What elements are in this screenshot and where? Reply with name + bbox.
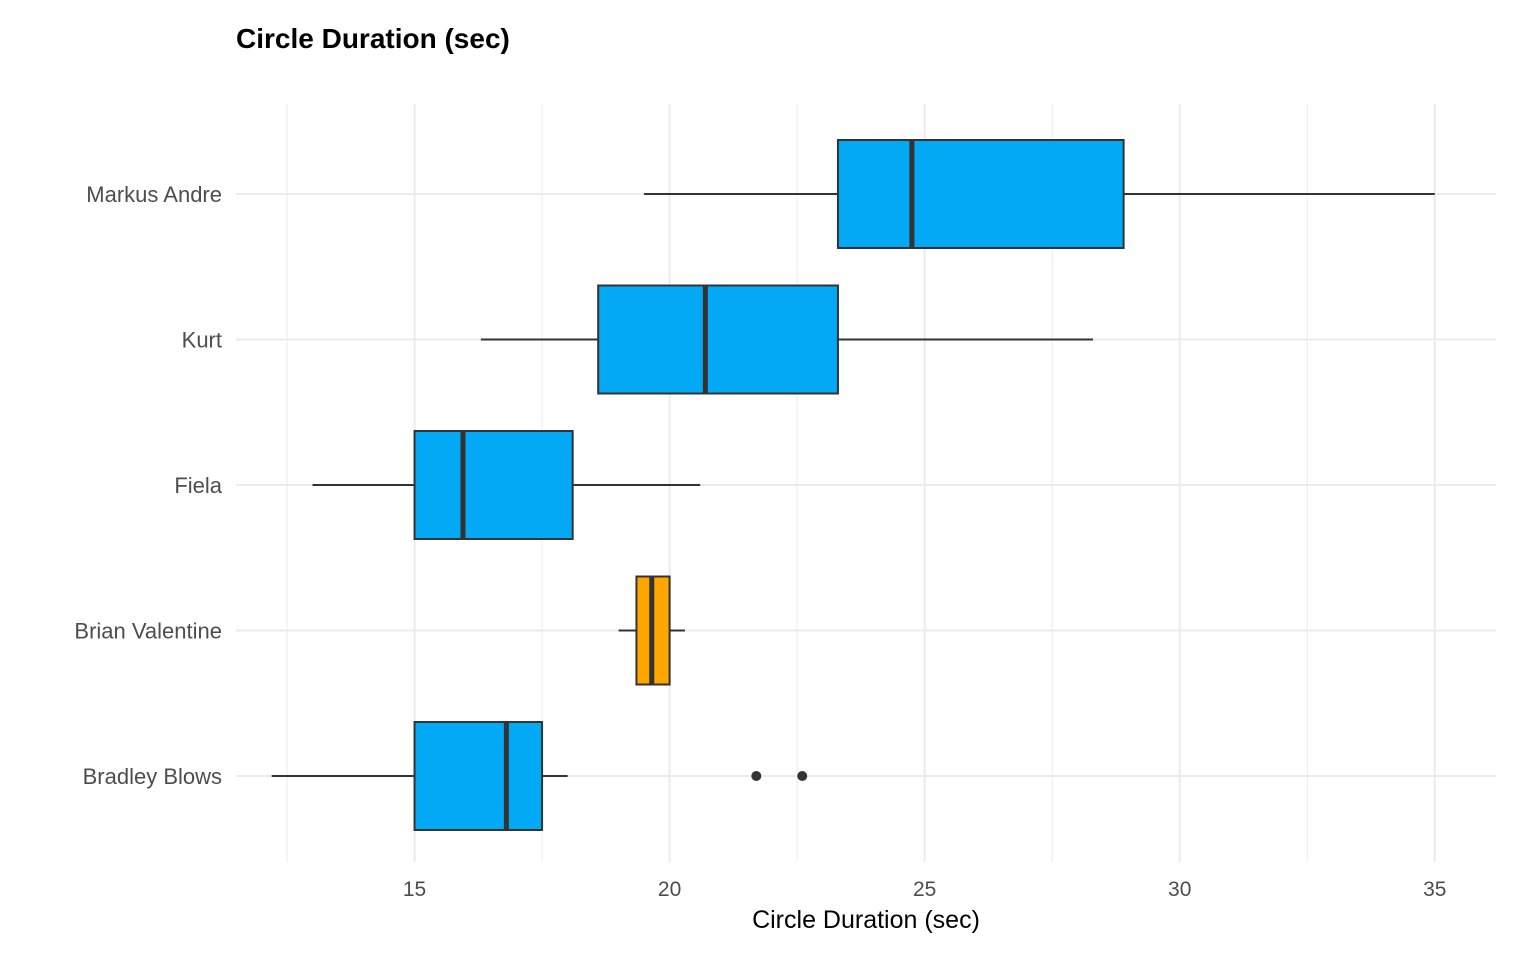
x-tick-label: 35	[1423, 878, 1446, 901]
x-tick-label: 25	[913, 878, 936, 901]
plot-area	[271, 139, 1435, 831]
boxplot-brian-valentine	[618, 575, 685, 686]
y-category-label: Kurt	[182, 328, 222, 353]
box	[597, 284, 839, 395]
y-category-label: Fiela	[174, 473, 222, 498]
boxplot-bradley-blows	[271, 721, 808, 831]
x-axis-ticks: 15 20 25 30 35	[403, 878, 1447, 901]
boxplot-markus-andre	[644, 139, 1435, 249]
chart-title: Circle Duration (sec)	[236, 23, 510, 54]
outlier-point	[751, 771, 762, 781]
boxplot-kurt	[480, 284, 1094, 395]
y-category-label: Markus Andre	[86, 182, 222, 207]
box	[836, 139, 1125, 249]
y-axis-labels: Bradley Blows Brian Valentine Fiela Kurt Mar…	[74, 182, 222, 789]
boxplot-fiela	[312, 430, 701, 540]
x-axis-title: Circle Duration (sec)	[752, 906, 980, 934]
y-category-label: Bradley Blows	[83, 764, 222, 789]
outlier-point	[797, 771, 808, 781]
y-category-label: Brian Valentine	[74, 619, 222, 644]
x-tick-label: 30	[1168, 878, 1191, 901]
x-tick-label: 15	[403, 878, 426, 901]
box	[413, 721, 544, 831]
box	[413, 430, 574, 540]
x-tick-label: 20	[658, 878, 681, 901]
